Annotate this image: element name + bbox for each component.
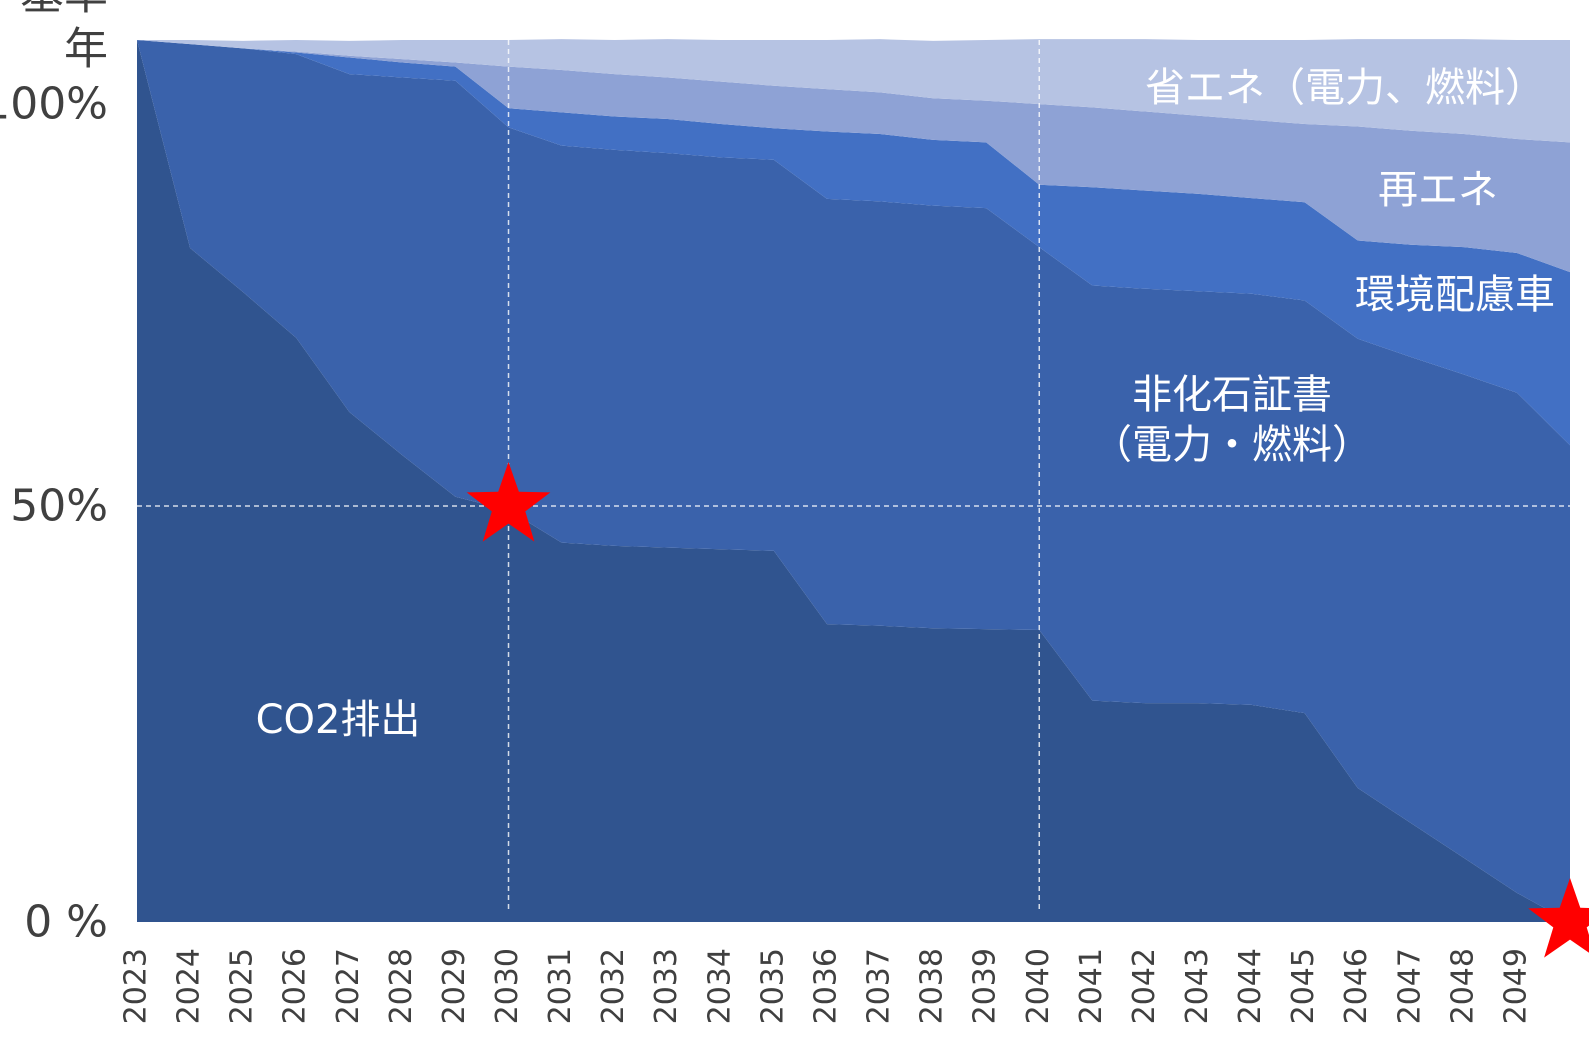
x-tick-label: 2033 <box>649 948 684 1024</box>
x-tick-label: 2029 <box>437 948 472 1024</box>
x-tick-label: 2032 <box>596 948 631 1024</box>
x-tick-label: 2041 <box>1074 948 1109 1024</box>
x-tick-label: 2042 <box>1127 948 1162 1024</box>
series-label: 環境配慮車 <box>1355 272 1555 318</box>
x-tick-label: 2026 <box>278 948 313 1024</box>
x-tick-label: 2038 <box>915 948 950 1024</box>
x-tick-label: 2028 <box>384 948 419 1024</box>
y-tick-label: 50% <box>10 480 108 532</box>
x-tick-label: 2046 <box>1339 948 1374 1024</box>
star-marker <box>1528 878 1589 958</box>
x-tick-label: 2036 <box>808 948 843 1024</box>
area <box>137 39 1570 143</box>
x-tick-label: 2030 <box>490 948 525 1024</box>
y-tick-label: 0 % <box>24 896 108 948</box>
area <box>137 40 1570 922</box>
x-tick-label: 2040 <box>1021 948 1056 1024</box>
x-tick-label: 2024 <box>172 948 207 1024</box>
series-label: 省エネ（電力、燃料） <box>1145 65 1545 111</box>
x-tick-label: 2031 <box>543 948 578 1024</box>
area <box>137 40 1570 922</box>
area <box>137 40 1570 446</box>
x-tick-label: 2027 <box>331 948 366 1024</box>
series-label: CO2排出 <box>255 697 421 743</box>
x-tick-label: 2048 <box>1445 948 1480 1024</box>
series-label: 非化石証書 （電力・燃料） <box>1092 372 1372 468</box>
area <box>137 40 1570 273</box>
x-tick-label: 2035 <box>755 948 790 1024</box>
x-tick-label: 2047 <box>1392 948 1427 1024</box>
x-tick-label: 2037 <box>862 948 897 1024</box>
x-tick-label: 2049 <box>1498 948 1533 1024</box>
x-tick-label: 2045 <box>1286 948 1321 1024</box>
x-tick-label: 2039 <box>968 948 1003 1024</box>
x-tick-label: 2023 <box>119 948 154 1024</box>
x-tick-label: 2034 <box>702 948 737 1024</box>
x-tick-label: 2044 <box>1233 948 1268 1024</box>
star-marker <box>466 462 551 542</box>
y-tick-label: 基準年 100% <box>0 0 108 130</box>
x-tick-label: 2025 <box>225 948 260 1024</box>
x-tick-label: 2043 <box>1180 948 1215 1024</box>
series-label: 再エネ <box>1378 167 1498 213</box>
